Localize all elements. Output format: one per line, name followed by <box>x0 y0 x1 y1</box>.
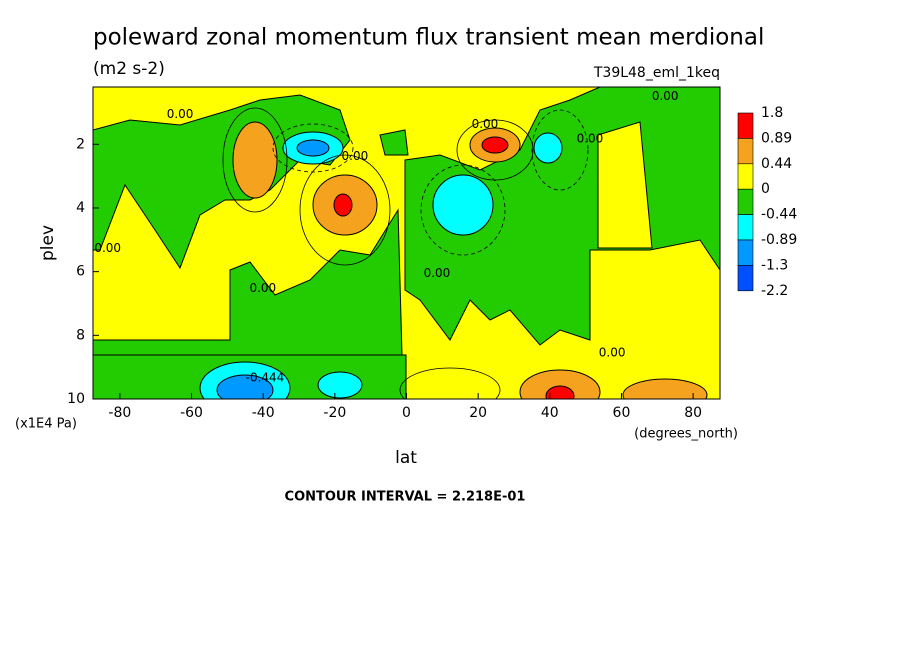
x-units: (degrees_north) <box>634 427 738 442</box>
colorbar-box <box>737 112 754 139</box>
fill-region <box>533 132 563 164</box>
colorbar-box <box>737 138 754 165</box>
dataset: T39L48_eml_1keq <box>593 65 720 81</box>
colorbar-label: 0.44 <box>761 156 792 172</box>
colorbar-box <box>737 265 754 292</box>
contour-label: -0.444 <box>246 370 285 384</box>
contour-label: 0.00 <box>249 281 276 295</box>
fill-region <box>379 129 409 156</box>
x-tick-label: -80 <box>108 405 131 421</box>
x-tick-label: -20 <box>323 405 346 421</box>
contour-label: 0.00 <box>167 107 194 121</box>
fill-region <box>432 174 494 236</box>
colorbar-label: -0.44 <box>761 207 797 223</box>
y-units: (x1E4 Pa) <box>15 417 77 432</box>
colorbar-label: -2.2 <box>761 283 788 299</box>
fill-region <box>481 136 509 154</box>
fill-region <box>93 208 403 356</box>
x-tick-label: 40 <box>541 405 559 421</box>
contour-lines <box>222 107 589 399</box>
fill-region <box>317 371 363 399</box>
fill-region <box>216 374 274 399</box>
y-axis-label: plev <box>38 225 58 261</box>
units: (m2 s-2) <box>93 59 165 79</box>
contour-label: 0.00 <box>577 132 604 146</box>
y-tick-label: 4 <box>76 200 85 216</box>
fill-region <box>622 378 708 399</box>
x-tick-label: 80 <box>684 405 702 421</box>
fill-region <box>597 121 653 249</box>
contour-label: 0.00 <box>472 117 499 131</box>
colorbar-box <box>737 188 754 215</box>
fill-region <box>93 94 351 270</box>
x-tick-label: 60 <box>613 405 631 421</box>
contour-label: 0.00 <box>94 241 121 255</box>
contour-label: 0.00 <box>652 89 679 103</box>
x-tick-label: 20 <box>469 405 487 421</box>
x-tick-label: -60 <box>180 405 203 421</box>
colorbar-label: -0.89 <box>761 232 797 248</box>
colorbar-box <box>737 163 754 190</box>
footer: CONTOUR INTERVAL = 2.218E-01 <box>285 490 526 505</box>
colorbar-label: -1.3 <box>761 257 788 273</box>
fill-region <box>545 385 575 399</box>
colorbar-label: 0 <box>761 181 770 197</box>
fill-region <box>232 121 278 199</box>
y-tick-label: 2 <box>76 136 85 152</box>
contour-label: 0.00 <box>424 266 451 280</box>
colorbar-box <box>737 239 754 266</box>
colorbar-label: 0.89 <box>761 130 792 146</box>
colorbar-label: 1.8 <box>761 105 783 121</box>
fill-region <box>333 193 353 217</box>
x-axis-label: lat <box>395 448 417 468</box>
x-tick-label: -40 <box>252 405 275 421</box>
fill-region <box>296 139 330 157</box>
contour-field <box>93 87 720 399</box>
contour-label: 0.00 <box>342 149 369 163</box>
y-tick-label: 8 <box>76 327 85 343</box>
colorbar-box <box>737 214 754 241</box>
contour-label: 0.00 <box>599 346 626 360</box>
y-tick-label: 10 <box>67 391 85 407</box>
y-tick-label: 6 <box>76 264 85 280</box>
x-tick-label: 0 <box>402 405 411 421</box>
fill-region <box>519 369 601 399</box>
chart-title: poleward zonal momentum flux transient m… <box>93 25 764 51</box>
